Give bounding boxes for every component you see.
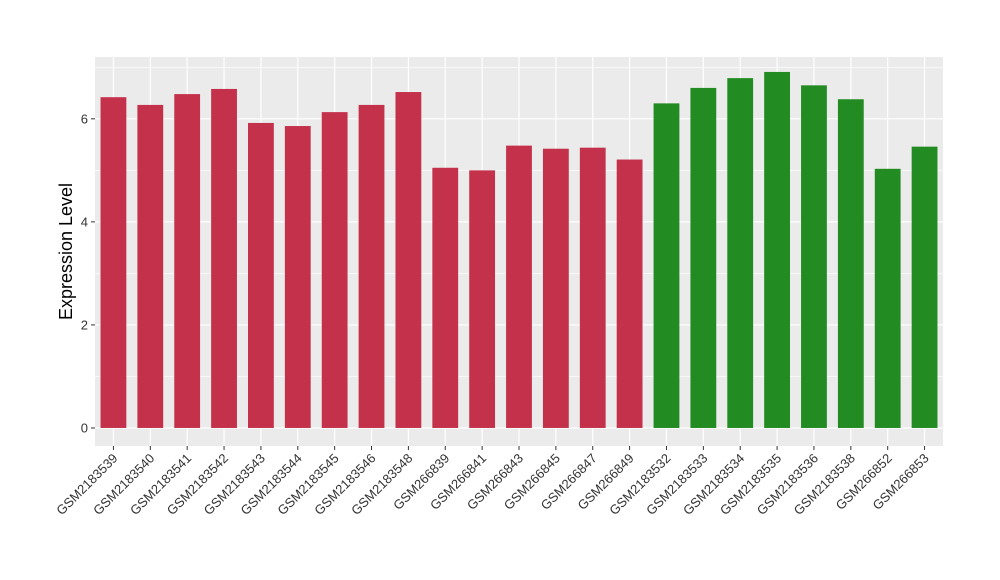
y-tick-label: 2	[81, 317, 88, 332]
bar-GSM2183543	[248, 122, 274, 428]
bar-GSM2183542	[211, 88, 237, 428]
bar-GSM2183546	[358, 104, 385, 428]
bar-GSM266843	[506, 145, 532, 428]
bar-GSM2183536	[801, 85, 827, 428]
y-tick-label: 0	[81, 420, 88, 435]
bar-GSM2183544	[284, 126, 311, 428]
y-axis-title: Expression Level	[56, 183, 76, 320]
bar-GSM2183541	[174, 94, 201, 428]
y-tick-label: 6	[81, 111, 88, 126]
bar-GSM2183535	[764, 71, 790, 428]
bar-GSM266845	[542, 148, 569, 428]
bar-GSM2183533	[690, 87, 717, 428]
y-axis: 0 2 4 6	[81, 111, 95, 435]
bar-GSM266853	[911, 146, 938, 428]
y-tick-label: 4	[81, 214, 88, 229]
bar-GSM2183548	[395, 92, 422, 428]
bar-GSM2183545	[321, 112, 348, 428]
x-axis: GSM2183539GSM2183540GSM2183541GSM2183542…	[53, 446, 932, 518]
bar-GSM266849	[616, 159, 643, 428]
bar-GSM266841	[469, 170, 496, 428]
bar-GSM2183538	[837, 99, 864, 428]
bar-GSM266847	[579, 147, 606, 428]
bar-GSM266839	[432, 167, 459, 428]
bar-GSM266852	[874, 168, 901, 428]
bar-GSM2183539	[100, 97, 127, 428]
bar-GSM2183540	[137, 104, 164, 428]
bar-GSM2183532	[653, 103, 680, 428]
bar-GSM2183534	[727, 78, 754, 428]
bars	[100, 71, 938, 428]
